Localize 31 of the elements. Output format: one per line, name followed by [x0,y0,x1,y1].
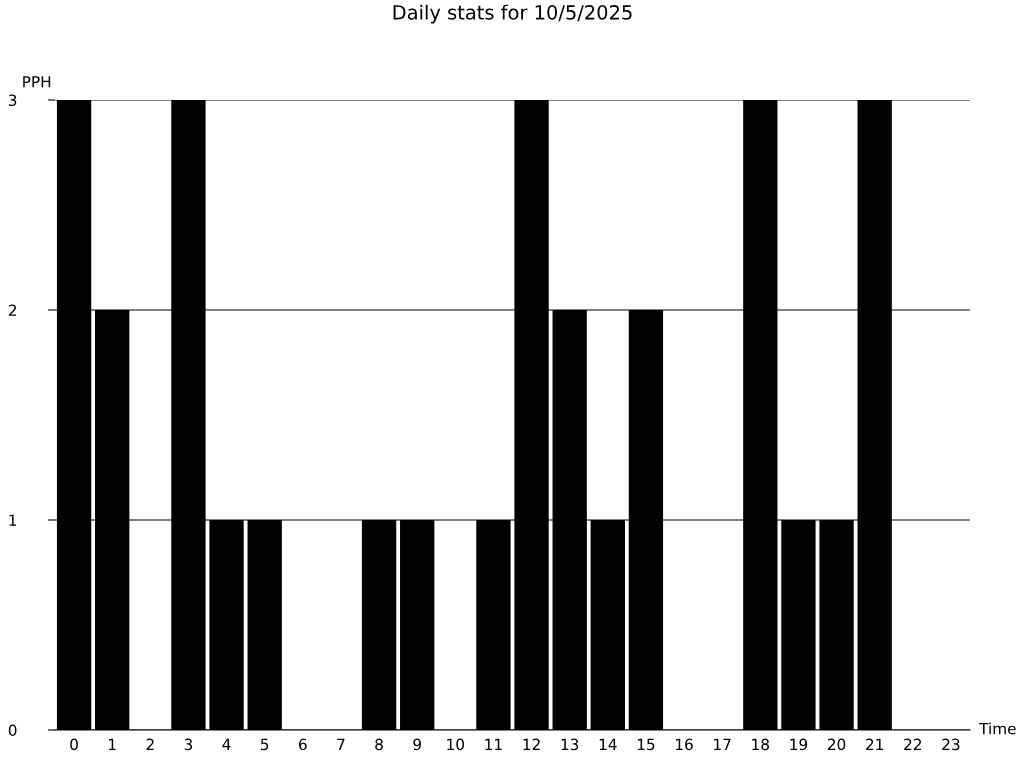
x-tick-label: 11 [485,738,502,750]
x-tick-label: 6 [299,738,307,751]
x-tick-label: 20 [827,738,846,751]
x-tick-label: 5 [261,738,269,751]
x-tick-label: 7 [337,738,345,750]
x-tick-label: 0 [70,738,78,751]
x-tick-label: 1 [109,738,116,750]
y-tick-label: 2 [8,304,16,316]
x-axis-title: Time [979,722,1016,735]
x-tick-label: 4 [222,738,231,750]
x-tick-label: 13 [561,738,579,751]
x-tick-label: 8 [375,738,383,751]
x-tick-label: 9 [413,738,421,751]
y-tick-label: 3 [8,94,17,107]
x-tick-label: 22 [904,738,921,750]
x-tick-label: 16 [676,738,693,751]
x-tick-label: 2 [146,738,154,750]
x-tick-label: 14 [599,738,617,750]
x-tick-label: 12 [523,738,540,750]
x-tick-label: 19 [790,738,808,751]
x-tick-label: 18 [752,738,769,751]
y-tick-label: 1 [9,514,17,526]
y-axis-title: PPH [23,76,51,88]
x-tick-label: 21 [866,738,883,750]
y-tick-label: 0 [8,724,17,737]
x-tick-label: 23 [942,738,960,751]
chart-title: Daily stats for 10/5/2025 [393,4,632,24]
x-tick-label: 15 [637,738,655,751]
x-tick-label: 3 [184,738,193,751]
x-tick-label: 17 [714,738,731,750]
x-tick-label: 10 [447,738,465,751]
